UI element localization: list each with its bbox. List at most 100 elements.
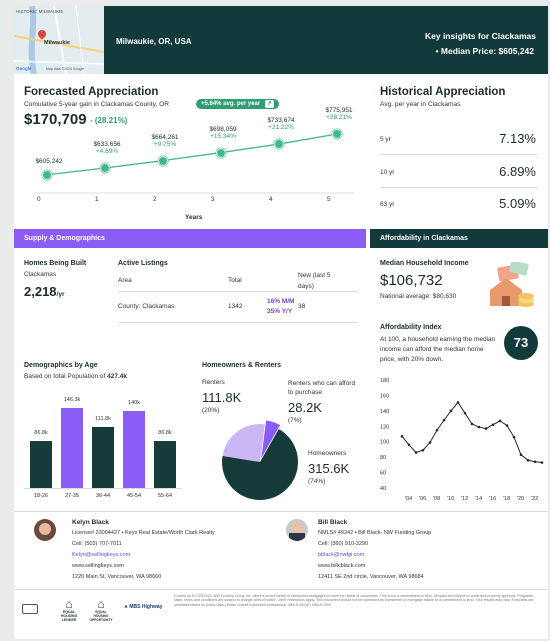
affordability-x-tick: '16 bbox=[489, 496, 496, 502]
homes-built-value: 2,218/yr bbox=[24, 284, 65, 299]
forecast-point bbox=[100, 162, 110, 173]
agent-website-link[interactable]: www.sellingkeys.com bbox=[72, 563, 124, 569]
age-axis bbox=[24, 488, 182, 489]
demographics-subtitle: Based on total Population of 427.4k bbox=[24, 373, 127, 380]
forecast-chart bbox=[34, 133, 354, 194]
forecast-pct-label: +15.34% bbox=[210, 132, 236, 140]
forecast-price-label: $664,261 bbox=[151, 133, 179, 141]
location-map[interactable]: HISTORIC MILWAUKIE Milwaukie Google Map … bbox=[14, 6, 104, 74]
affordability-point bbox=[449, 409, 453, 413]
affordability-point bbox=[414, 451, 418, 454]
listings-row-mm: 16% M/M bbox=[267, 298, 295, 305]
agent-cell: Cell: (503) 707-7011 bbox=[72, 541, 122, 547]
demographics-total: 427.4k bbox=[107, 373, 128, 380]
income-title: Median Household Income bbox=[380, 260, 469, 267]
google-logo: Google bbox=[16, 66, 32, 71]
divider bbox=[118, 291, 358, 292]
agent-email-link[interactable]: Kelyn@sellingkeys.com bbox=[72, 552, 131, 558]
index-description: At 100, a household earning the median i… bbox=[380, 336, 496, 363]
forecast-tick-label: 0 bbox=[37, 196, 41, 203]
affordability-point bbox=[428, 441, 432, 444]
forecast-price-label: $605,242 bbox=[35, 157, 63, 165]
age-bar-value: 86.8k bbox=[158, 429, 172, 436]
forecast-pct-label: +9.75% bbox=[153, 140, 177, 148]
demographics-title: Demographics by Age bbox=[24, 362, 98, 369]
mbs-highway-logo: ⯅ MBS Highway bbox=[124, 604, 163, 610]
equal-housing-lender-logo: ⌂ EQUAL HOUSING LENDER bbox=[58, 598, 80, 622]
forecast-subtitle: Cumulative 5-year gain in Clackamas Coun… bbox=[24, 101, 169, 108]
forecast-point-label: $605,242 bbox=[29, 158, 69, 165]
homes-built-unit: /yr bbox=[56, 291, 65, 298]
affordability-x-tick: '08 bbox=[433, 496, 440, 502]
forecast-point-label: $698,059 +15.34% bbox=[203, 126, 243, 140]
equal-housing-opportunity-text: EQUAL HOUSING OPPORTUNITY bbox=[89, 610, 113, 622]
map-label-milwaukie: Milwaukie bbox=[44, 40, 70, 46]
historical-value-10yr: 6.89% bbox=[499, 164, 536, 179]
affordability-y-tick: 100 bbox=[380, 440, 389, 446]
header-banner: HISTORIC MILWAUKIE Milwaukie Google Map … bbox=[14, 6, 548, 74]
historical-value-63yr: 5.09% bbox=[499, 196, 536, 211]
affordability-point bbox=[526, 458, 530, 462]
divider bbox=[14, 511, 548, 512]
location-label: Milwaukie, OR, USA bbox=[116, 37, 192, 46]
index-title: Affordability Index bbox=[380, 324, 442, 331]
supply-section-bar: Supply & Demographics bbox=[14, 229, 366, 248]
affordability-point bbox=[477, 425, 481, 429]
affordability-point bbox=[442, 418, 446, 422]
divider bbox=[14, 589, 548, 590]
house-coins-icon bbox=[490, 262, 534, 307]
affordability-point bbox=[435, 428, 439, 432]
listings-row-total: 1342 bbox=[228, 303, 243, 310]
equal-housing-opportunity-logo: ⌂ EQUAL HOUSING OPPORTUNITY bbox=[89, 597, 113, 622]
forecast-line bbox=[46, 133, 338, 176]
forecast-tick-label: 3 bbox=[211, 196, 215, 203]
affordability-y-tick: 160 bbox=[380, 393, 389, 399]
income-national: National average: $80,630 bbox=[380, 293, 457, 300]
forecast-pct-label: +28.21% bbox=[326, 113, 352, 121]
forecast-pct-label: +21.22% bbox=[268, 124, 294, 132]
age-bar-value: 86.8k bbox=[34, 429, 48, 436]
lender-website-link[interactable]: www.billcblack.com bbox=[318, 563, 366, 569]
forecast-price-label: $698,059 bbox=[209, 125, 237, 133]
affordability-x-tick: '22 bbox=[531, 496, 538, 502]
income-value: $106,732 bbox=[380, 272, 443, 289]
forecast-point-label: $633,656 +4.69% bbox=[87, 141, 127, 155]
forecast-price-label: $633,656 bbox=[93, 140, 121, 148]
affordability-line bbox=[401, 401, 543, 464]
pie-slice bbox=[222, 428, 298, 500]
forecast-point bbox=[158, 155, 168, 166]
flyer: HISTORIC MILWAUKIE Milwaukie Google Map … bbox=[14, 6, 548, 639]
brokerage-logo bbox=[22, 604, 38, 614]
renters-pct: (20%) bbox=[202, 407, 220, 414]
affordability-point bbox=[519, 453, 523, 457]
historical-label-10yr: 10 yr bbox=[380, 169, 395, 176]
forecast-badge-label: +5.64% avg. per year bbox=[201, 101, 261, 107]
forecast-point bbox=[332, 128, 342, 139]
affordability-point bbox=[505, 424, 509, 427]
forecast-value: $170,709 bbox=[24, 111, 87, 128]
affordability-y-tick: 180 bbox=[380, 378, 389, 384]
homeowners-title: Homeowners & Renters bbox=[202, 362, 281, 369]
avatar bbox=[34, 519, 56, 541]
affordability-x-tick: '12 bbox=[461, 496, 468, 502]
listings-title: Active Listings bbox=[118, 260, 168, 267]
owners-pct: (74%) bbox=[308, 478, 326, 485]
map-graphic bbox=[14, 6, 104, 74]
forecast-tick-label: 1 bbox=[95, 196, 99, 203]
forecast-xlabel: Years bbox=[185, 214, 203, 221]
demographics-subtitle-prefix: Based on total Population of bbox=[24, 373, 106, 380]
age-bar-value: 111.8k bbox=[95, 415, 111, 422]
forecast-tick-label: 4 bbox=[269, 196, 273, 203]
affordability-point bbox=[498, 419, 502, 423]
forecast-pct-label: +4.69% bbox=[95, 147, 119, 155]
affordability-x-tick: '18 bbox=[503, 496, 510, 502]
disclaimer-text: Current as of 7/25/2024. NW Funding Grou… bbox=[174, 594, 534, 607]
divider bbox=[380, 154, 538, 155]
affordability-point bbox=[407, 443, 411, 447]
lender-email-link[interactable]: bblack@nwfgi.com bbox=[318, 552, 365, 558]
map-label-historic: HISTORIC MILWAUKIE bbox=[16, 9, 64, 14]
afford-pct: (7%) bbox=[288, 417, 302, 424]
forecast-tick-label: 5 bbox=[327, 196, 331, 203]
mbs-highway-text: MBS Highway bbox=[129, 604, 163, 610]
agent-address: 1220 Main St, Vancouver, WA 98660 bbox=[72, 574, 162, 580]
